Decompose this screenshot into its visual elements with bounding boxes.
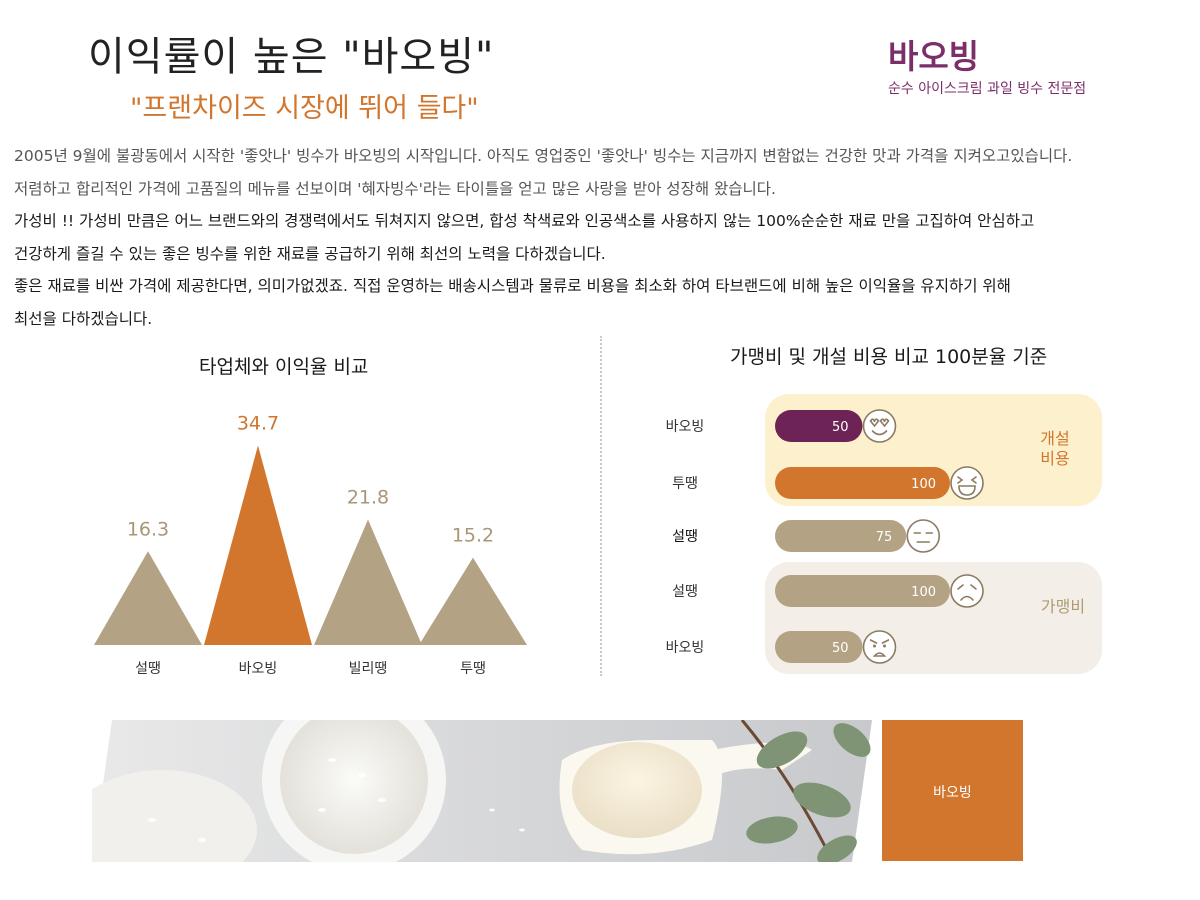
profit-category-label: 설땡 [135, 661, 161, 677]
franchise-fee-group-label: 가맹비 [1041, 597, 1085, 616]
page-headline: 이익률이 높은 "바오빙" [88, 34, 495, 80]
cost-value-label: 50 [832, 641, 849, 656]
profit-value-label: 16.3 [127, 518, 169, 540]
profit-bar-투땡 [419, 557, 527, 645]
profit-value-label: 15.2 [452, 525, 494, 547]
brand-color-block: 바오빙 [882, 720, 1023, 861]
cost-bar [775, 520, 907, 552]
cost-row-label: 바오빙 [666, 419, 705, 435]
cost-bar [775, 467, 950, 499]
intro-line: 2005년 9월에 불광동에서 시작한 '좋앗나' 빙수가 바오빙의 시작입니다… [14, 147, 1073, 165]
intro-line: 좋은 재료를 비싼 가격에 제공한다면, 의미가없겠죠. 직접 운영하는 배송시… [14, 277, 1011, 296]
profit-category-label: 빌리땡 [349, 661, 388, 677]
sad-face-icon [950, 574, 984, 608]
setup-cost-group-label: 개설 비용 [1040, 429, 1069, 468]
brand-block-label: 바오빙 [933, 785, 972, 801]
cost-value-label: 50 [832, 420, 849, 435]
brand-name: 바오빙 [888, 37, 980, 76]
angry-face-icon [862, 630, 897, 664]
profit-comparison-chart: 16.3 설땡 34.7 바오빙 21.8 빌리땡 15.2 투땡 [94, 412, 527, 677]
cost-row-label: 설땡 [672, 584, 698, 600]
laughing-face-icon [950, 466, 984, 500]
cost-bar [775, 410, 863, 442]
cost-chart-title: 가맹비 및 개설 비용 비교 100분율 기준 [730, 346, 1048, 368]
cost-value-label: 100 [911, 477, 936, 492]
neutral-face-icon [906, 519, 941, 553]
profit-bar-설땡 [94, 551, 202, 645]
profit-bar-빌리땡 [314, 519, 422, 645]
section-divider [600, 336, 602, 676]
profit-category-label: 투땡 [460, 661, 486, 677]
page-subheadline: "프랜차이즈 시장에 뛰어 들다" [130, 93, 479, 124]
profit-value-label: 21.8 [347, 487, 389, 509]
heart-eyes-face-icon [862, 409, 897, 443]
cost-value-label: 75 [876, 530, 893, 545]
profit-chart-title: 타업체와 이익율 비교 [199, 356, 369, 378]
cost-value-label: 100 [911, 585, 936, 600]
intro-text: 2005년 9월에 불광동에서 시작한 '좋앗나' 빙수가 바오빙의 시작입니다… [14, 140, 1194, 336]
brand-tagline: 순수 아이스크림 과일 빙수 전문점 [888, 81, 1087, 97]
rice-and-milk-photo [92, 720, 872, 862]
cost-bar [775, 631, 863, 663]
profit-value-label: 34.7 [237, 412, 279, 434]
profit-bar-바오빙 [204, 445, 312, 645]
intro-line: 저렴하고 합리적인 가격에 고품질의 메뉴를 선보이며 '혜자빙수'라는 타이틀… [14, 179, 776, 198]
cost-bar [775, 575, 950, 607]
intro-line: 건강하게 즐길 수 있는 좋은 빙수를 위한 재료를 공급하기 위해 최선의 노… [14, 244, 606, 263]
profit-category-label: 바오빙 [239, 661, 278, 677]
cost-row-label: 투땡 [672, 476, 698, 492]
intro-line: 최선을 다하겠습니다. [14, 309, 153, 328]
cost-row-label: 바오빙 [666, 640, 705, 656]
cost-row-label: 설땡 [672, 529, 698, 545]
intro-line: 가성비 !! 가성비 만큼은 어느 브랜드와의 경쟁력에서도 뒤쳐지지 않으면,… [14, 212, 1035, 231]
